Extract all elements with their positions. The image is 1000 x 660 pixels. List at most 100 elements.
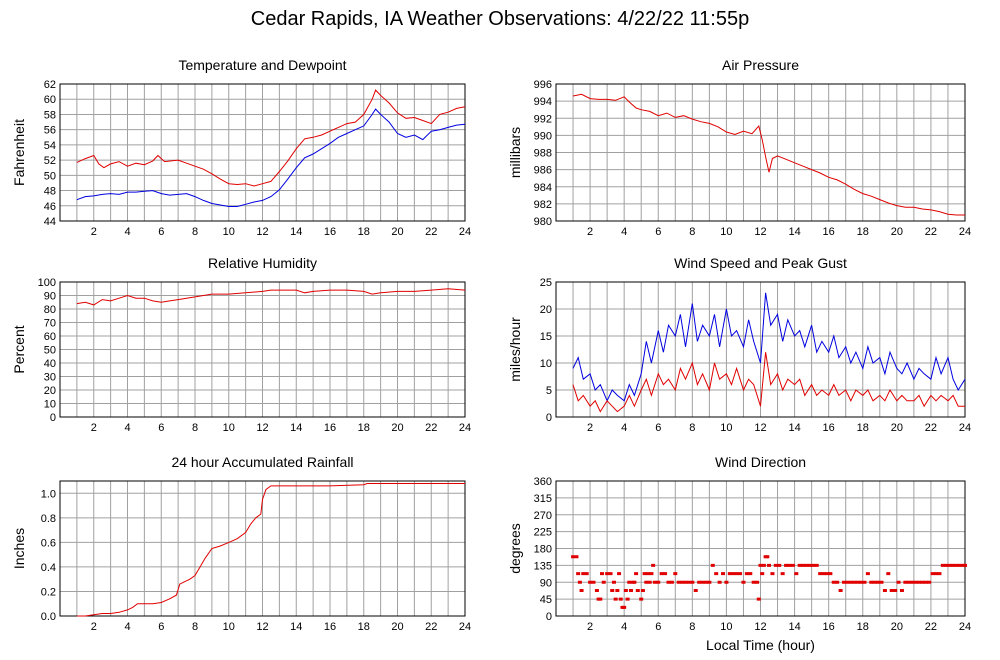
scatter-point <box>824 572 829 576</box>
scatter-point <box>835 580 840 584</box>
scatter-point <box>947 563 952 567</box>
plot-frame <box>59 83 466 222</box>
scatter-point <box>727 572 732 576</box>
scatter-point <box>591 580 596 584</box>
x-tick-label: 2 <box>91 226 97 238</box>
x-tick-label: 20 <box>891 422 903 434</box>
y-tick-label: 60 <box>44 331 56 343</box>
x-tick-label: 18 <box>857 621 869 633</box>
scatter-point <box>893 589 898 592</box>
scatter-point <box>886 572 891 576</box>
scatter-point <box>804 563 809 567</box>
y-tick-label: 994 <box>534 96 552 108</box>
x-tick-label: 10 <box>223 226 235 238</box>
x-tick-label: 20 <box>391 226 403 238</box>
scatter-point <box>647 580 652 584</box>
scatter-point <box>889 589 894 592</box>
x-tick-label: 4 <box>124 621 130 633</box>
x-tick-label: 24 <box>959 226 971 238</box>
scatter-point <box>632 580 637 584</box>
scatter-point <box>869 580 874 584</box>
x-tick-label: 12 <box>256 226 268 238</box>
x-tick-label: 2 <box>587 422 593 434</box>
scatter-point <box>780 572 785 576</box>
scatter-point <box>693 589 698 592</box>
y-tick-label: 48 <box>44 186 56 198</box>
x-tick-label: 8 <box>192 422 198 434</box>
scatter-point <box>770 572 775 576</box>
scatter-point <box>755 580 760 584</box>
x-tick-label: 10 <box>720 422 732 434</box>
scatter-point <box>656 580 661 584</box>
scatter-point <box>920 580 925 584</box>
scatter-point <box>676 580 681 584</box>
x-tick-label: 16 <box>823 621 835 633</box>
scatter-point <box>765 555 770 559</box>
x-axis-label: Local Time (hour) <box>706 637 815 653</box>
series-line-red <box>572 93 965 216</box>
scatter-point <box>811 563 816 567</box>
x-tick-label: 14 <box>290 422 302 434</box>
x-tick-label: 16 <box>823 226 835 238</box>
y-tick-label: 20 <box>44 385 56 397</box>
y-tick-label: 100 <box>38 277 56 289</box>
x-tick-label: 24 <box>959 422 971 434</box>
scatter-point <box>790 563 795 567</box>
scatter-point <box>651 563 656 567</box>
scatter-point <box>831 580 836 584</box>
x-tick-label: 22 <box>925 621 937 633</box>
scatter-point <box>734 572 739 576</box>
scatter-point <box>697 580 702 584</box>
x-tick-label: 8 <box>689 226 695 238</box>
scatter-point <box>628 589 633 592</box>
scatter-point <box>680 580 685 584</box>
y-tick-label: 30 <box>44 372 56 384</box>
y-tick-label: 0.0 <box>41 611 56 623</box>
y-tick-label: 0 <box>546 412 552 424</box>
scatter-point <box>906 580 911 584</box>
scatter-point <box>951 563 956 567</box>
y-tick-label: 0 <box>50 412 56 424</box>
x-tick-label: 22 <box>425 226 437 238</box>
scatter-point <box>640 589 645 592</box>
scatter-point <box>649 572 654 576</box>
x-tick-label: 12 <box>256 621 268 633</box>
scatter-point <box>930 572 935 576</box>
y-axis-label: Fahrenheit <box>11 119 27 186</box>
y-tick-label: 90 <box>44 291 56 303</box>
x-tick-label: 4 <box>124 422 130 434</box>
scatter-point <box>845 580 850 584</box>
x-tick-label: 20 <box>391 422 403 434</box>
x-tick-label: 8 <box>192 621 198 633</box>
page-title: Cedar Rapids, IA Weather Observations: 4… <box>250 8 750 30</box>
y-tick-label: 270 <box>534 510 552 522</box>
y-tick-label: 990 <box>534 130 552 142</box>
scatter-point <box>577 580 582 584</box>
y-tick-label: 0.2 <box>41 586 56 598</box>
plot-frame <box>59 480 466 617</box>
x-tick-label: 18 <box>358 226 370 238</box>
x-tick-label: 14 <box>788 621 800 633</box>
scatter-point <box>639 597 644 601</box>
x-tick-label: 8 <box>192 226 198 238</box>
y-tick-label: 0 <box>546 611 552 623</box>
x-tick-label: 6 <box>158 621 164 633</box>
scatter-point <box>940 563 945 567</box>
scatter-point <box>627 580 632 584</box>
scatter-point <box>622 605 627 609</box>
series-line-red <box>76 288 466 306</box>
plot-frame <box>59 281 466 418</box>
y-tick-label: 54 <box>44 140 56 152</box>
scatter-point <box>807 563 812 567</box>
scatter-point <box>613 597 618 601</box>
x-tick-label: 6 <box>158 226 164 238</box>
x-tick-label: 16 <box>823 422 835 434</box>
y-tick-label: 135 <box>534 560 552 572</box>
y-tick-label: 40 <box>44 358 56 370</box>
x-tick-label: 12 <box>256 422 268 434</box>
scatter-point <box>957 563 962 567</box>
